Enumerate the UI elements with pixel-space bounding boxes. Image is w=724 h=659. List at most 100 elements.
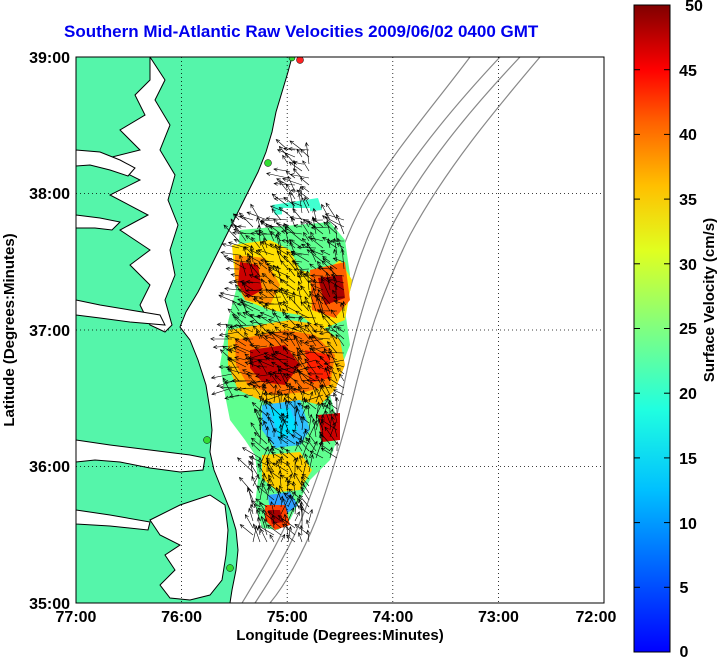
- velocity-arrow: [335, 334, 345, 347]
- velocity-arrow: [265, 378, 275, 389]
- velocity-arrow: [227, 241, 247, 249]
- velocity-arrow: [251, 402, 268, 417]
- velocity-arrow: [323, 347, 331, 361]
- velocity-arrow: [309, 263, 317, 270]
- velocity-arrow: [285, 275, 296, 284]
- velocity-arrow: [299, 440, 310, 452]
- velocity-arrow: [304, 453, 310, 466]
- velocity-arrow: [332, 389, 345, 396]
- velocity-arrow: [257, 525, 275, 536]
- velocity-arrow: [224, 286, 240, 291]
- velocity-arrow: [304, 338, 324, 344]
- velocity-arrow: [339, 373, 345, 382]
- velocity-arrow: [266, 172, 289, 179]
- velocity-arrow: [332, 257, 345, 263]
- velocity-arrow: [249, 343, 261, 348]
- velocity-arrow: [262, 305, 275, 312]
- y-tick-label: 38:00: [29, 186, 70, 203]
- velocity-arrow: [287, 490, 296, 508]
- velocity-arrow: [283, 372, 289, 382]
- velocity-arrow: [253, 431, 268, 445]
- velocity-arrow: [306, 529, 311, 543]
- velocity-arrow: [282, 177, 303, 186]
- velocity-arrow: [284, 226, 303, 242]
- colorbar-tick-label: 40: [679, 127, 697, 144]
- velocity-arrow: [275, 233, 282, 256]
- colorbar-label: Surface Velocity (cm/s): [701, 218, 718, 382]
- velocity-arrow: [310, 284, 324, 291]
- velocity-arrow: [319, 420, 324, 438]
- x-tick-label: 74:00: [372, 609, 413, 626]
- velocity-arrow: [273, 289, 282, 312]
- velocity-arrow: [249, 358, 254, 368]
- velocity-arrow: [333, 411, 338, 424]
- velocity-arrow: [270, 446, 282, 452]
- velocity-arrow: [267, 511, 282, 522]
- velocity-arrow: [246, 211, 268, 221]
- y-tick-label: 35:00: [29, 596, 70, 613]
- velocity-arrow: [253, 262, 261, 270]
- velocity-arrow: [268, 288, 289, 293]
- velocity-arrow: [287, 526, 292, 543]
- velocity-arrow: [257, 224, 262, 242]
- velocity-arrow: [278, 423, 283, 445]
- velocity-arrow: [223, 224, 240, 242]
- velocity-arrow: [251, 500, 261, 508]
- velocity-arrow: [300, 243, 310, 249]
- velocity-arrow: [267, 224, 282, 229]
- velocity-arrow: [309, 292, 317, 312]
- velocity-arrow: [269, 225, 282, 235]
- x-tick-label: 75:00: [267, 609, 308, 626]
- velocity-arrow: [258, 421, 263, 445]
- velocity-arrow: [317, 289, 331, 305]
- velocity-arrow: [274, 350, 296, 361]
- velocity-arrow: [287, 507, 295, 522]
- radar-site-marker: [288, 57, 296, 62]
- albemarle-sound: [76, 439, 206, 473]
- velocity-arrow: [283, 347, 296, 354]
- velocity-arrow: [247, 352, 268, 360]
- velocity-arrow: [324, 410, 331, 424]
- velocity-arrow: [282, 497, 289, 515]
- velocity-arrow: [304, 358, 317, 375]
- velocity-arrow: [265, 223, 275, 242]
- velocity-arrow: [319, 355, 331, 368]
- colorbar-tick-label: 30: [679, 257, 697, 274]
- velocity-arrow: [234, 315, 247, 333]
- velocity-arrow: [301, 185, 310, 193]
- velocity-arrow: [245, 337, 261, 354]
- velocity-arrow: [259, 502, 268, 515]
- velocity-arrow: [216, 322, 233, 327]
- velocity-arrow: [294, 405, 299, 424]
- velocity-arrow: [300, 148, 310, 158]
- velocity-arrow: [289, 173, 310, 179]
- colorbar-ticks: [634, 4, 670, 588]
- velocity-arrow: [239, 524, 254, 536]
- velocity-arrow: [256, 329, 261, 340]
- velocity-arrow: [333, 392, 338, 403]
- velocity-arrow: [275, 139, 289, 151]
- velocity-arrow: [223, 380, 247, 385]
- velocity-arrow: [316, 296, 324, 319]
- velocity-arrow: [294, 262, 303, 270]
- x-tick-label: 76:00: [161, 609, 202, 626]
- velocity-arrow: [280, 533, 286, 543]
- velocity-arrow: [268, 400, 275, 417]
- velocity-arrow: [301, 380, 317, 389]
- velocity-arrow: [232, 344, 254, 354]
- velocity-arrow: [262, 509, 268, 522]
- velocity-arrow: [256, 216, 261, 228]
- velocity-arrow: [326, 365, 331, 375]
- velocity-arrow: [312, 207, 317, 221]
- velocity-arrow: [221, 242, 240, 249]
- velocity-arrow: [277, 515, 296, 529]
- velocity-arrow: [304, 428, 317, 445]
- velocity-arrow: [299, 177, 310, 186]
- velocity-arrow: [293, 224, 303, 229]
- velocity-arrows: [210, 139, 346, 543]
- velocity-arrow: [329, 421, 337, 438]
- velocity-arrow: [310, 237, 324, 249]
- velocity-arrow: [285, 381, 296, 396]
- colorbar-tick-label: 15: [679, 451, 697, 468]
- velocity-arrow: [294, 365, 310, 382]
